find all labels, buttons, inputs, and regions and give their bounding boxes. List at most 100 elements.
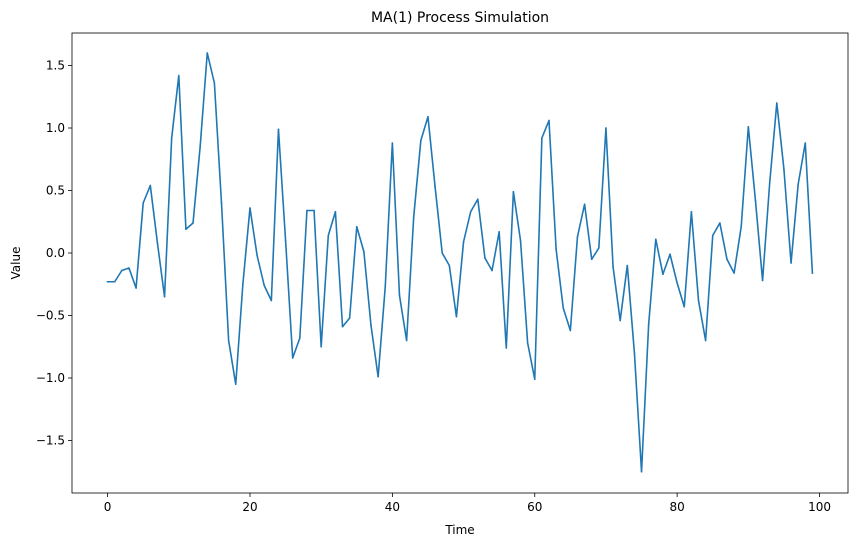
- data-point: [341, 325, 344, 328]
- data-point: [405, 339, 408, 342]
- data-point: [192, 222, 194, 224]
- data-point: [149, 184, 152, 187]
- y-tick-label: 0.5: [46, 184, 65, 198]
- data-point: [683, 305, 686, 308]
- data-point: [776, 102, 778, 104]
- data-point: [348, 317, 351, 319]
- data-point: [761, 279, 764, 282]
- data-point: [384, 285, 387, 288]
- data-point: [768, 182, 771, 184]
- data-point: [142, 202, 144, 204]
- data-point: [711, 234, 714, 237]
- data-point: [185, 228, 187, 231]
- data-point: [213, 82, 216, 84]
- x-tick-label: 40: [385, 500, 400, 514]
- data-point: [177, 74, 180, 77]
- data-point: [355, 225, 358, 228]
- data-point: [227, 339, 230, 342]
- data-point: [576, 235, 579, 238]
- data-point: [541, 137, 543, 139]
- chart-title: MA(1) Process Simulation: [371, 10, 549, 26]
- data-point: [662, 273, 664, 276]
- data-point: [704, 339, 707, 342]
- y-tick-label: −1.0: [36, 371, 65, 385]
- data-point: [633, 352, 636, 354]
- data-point: [334, 210, 337, 213]
- data-point: [320, 345, 322, 348]
- data-point: [804, 142, 807, 144]
- data-point: [113, 280, 116, 283]
- data-point: [327, 234, 330, 237]
- data-point: [427, 115, 429, 118]
- data-point: [242, 283, 244, 286]
- data-point: [733, 272, 735, 274]
- data-point: [555, 248, 557, 251]
- x-tick-label: 80: [669, 500, 684, 514]
- y-tick-label: 0.0: [46, 246, 65, 260]
- data-point: [284, 239, 287, 242]
- data-point: [569, 329, 572, 332]
- data-point: [783, 168, 785, 171]
- y-axis-ticks: −1.5 −1.0 −0.5 0.0 0.5 1.0 1.5: [36, 59, 72, 448]
- data-point: [562, 307, 565, 309]
- y-tick-label: 1.5: [46, 59, 65, 73]
- plot-frame: [71, 32, 849, 494]
- data-point: [121, 269, 123, 272]
- y-tick-label: −0.5: [36, 309, 65, 323]
- y-tick-label: −1.5: [36, 434, 65, 448]
- data-point: [811, 272, 814, 274]
- data-point: [669, 253, 671, 256]
- data-point: [256, 254, 258, 257]
- data-point: [462, 240, 465, 243]
- data-point: [605, 127, 607, 129]
- x-tick-label: 0: [104, 500, 112, 514]
- x-tick-label: 100: [808, 500, 831, 514]
- data-point: [135, 287, 137, 289]
- data-point: [726, 258, 728, 261]
- data-point: [455, 315, 458, 318]
- data-point: [313, 209, 315, 212]
- x-tick-label: 20: [242, 500, 257, 514]
- data-point: [306, 209, 308, 212]
- data-point: [640, 470, 643, 473]
- data-point: [163, 295, 166, 298]
- data-point: [690, 210, 693, 213]
- data-point: [420, 139, 422, 142]
- data-point: [199, 145, 201, 148]
- data-point: [363, 250, 365, 253]
- data-point: [697, 299, 700, 302]
- data-point: [441, 252, 444, 254]
- data-point: [498, 230, 500, 233]
- data-point: [128, 267, 130, 269]
- x-axis-ticks: 0 20 40 60 80 100: [104, 493, 831, 514]
- data-point: [469, 210, 472, 213]
- data-point: [220, 202, 223, 204]
- data-point: [519, 239, 522, 242]
- data-point: [647, 323, 650, 326]
- data-point: [526, 342, 529, 344]
- data-point: [434, 185, 436, 188]
- data-point: [626, 264, 629, 267]
- data-point: [598, 247, 600, 249]
- series-line: [106, 52, 814, 473]
- data-point: [754, 199, 757, 202]
- data-point: [277, 128, 280, 131]
- data-point: [512, 190, 515, 193]
- data-point: [291, 357, 294, 359]
- data-point: [740, 225, 743, 228]
- data-point: [491, 269, 493, 272]
- data-point: [270, 299, 273, 302]
- data-point: [412, 215, 415, 218]
- data-point: [299, 337, 301, 339]
- data-point: [583, 203, 586, 206]
- data-point: [654, 238, 657, 241]
- data-point: [484, 257, 486, 259]
- data-point: [398, 294, 401, 297]
- data-point: [263, 284, 266, 287]
- data-point: [533, 378, 536, 381]
- data-point: [206, 52, 209, 54]
- data-point: [790, 262, 792, 264]
- data-point: [590, 258, 593, 261]
- data-point: [676, 282, 678, 284]
